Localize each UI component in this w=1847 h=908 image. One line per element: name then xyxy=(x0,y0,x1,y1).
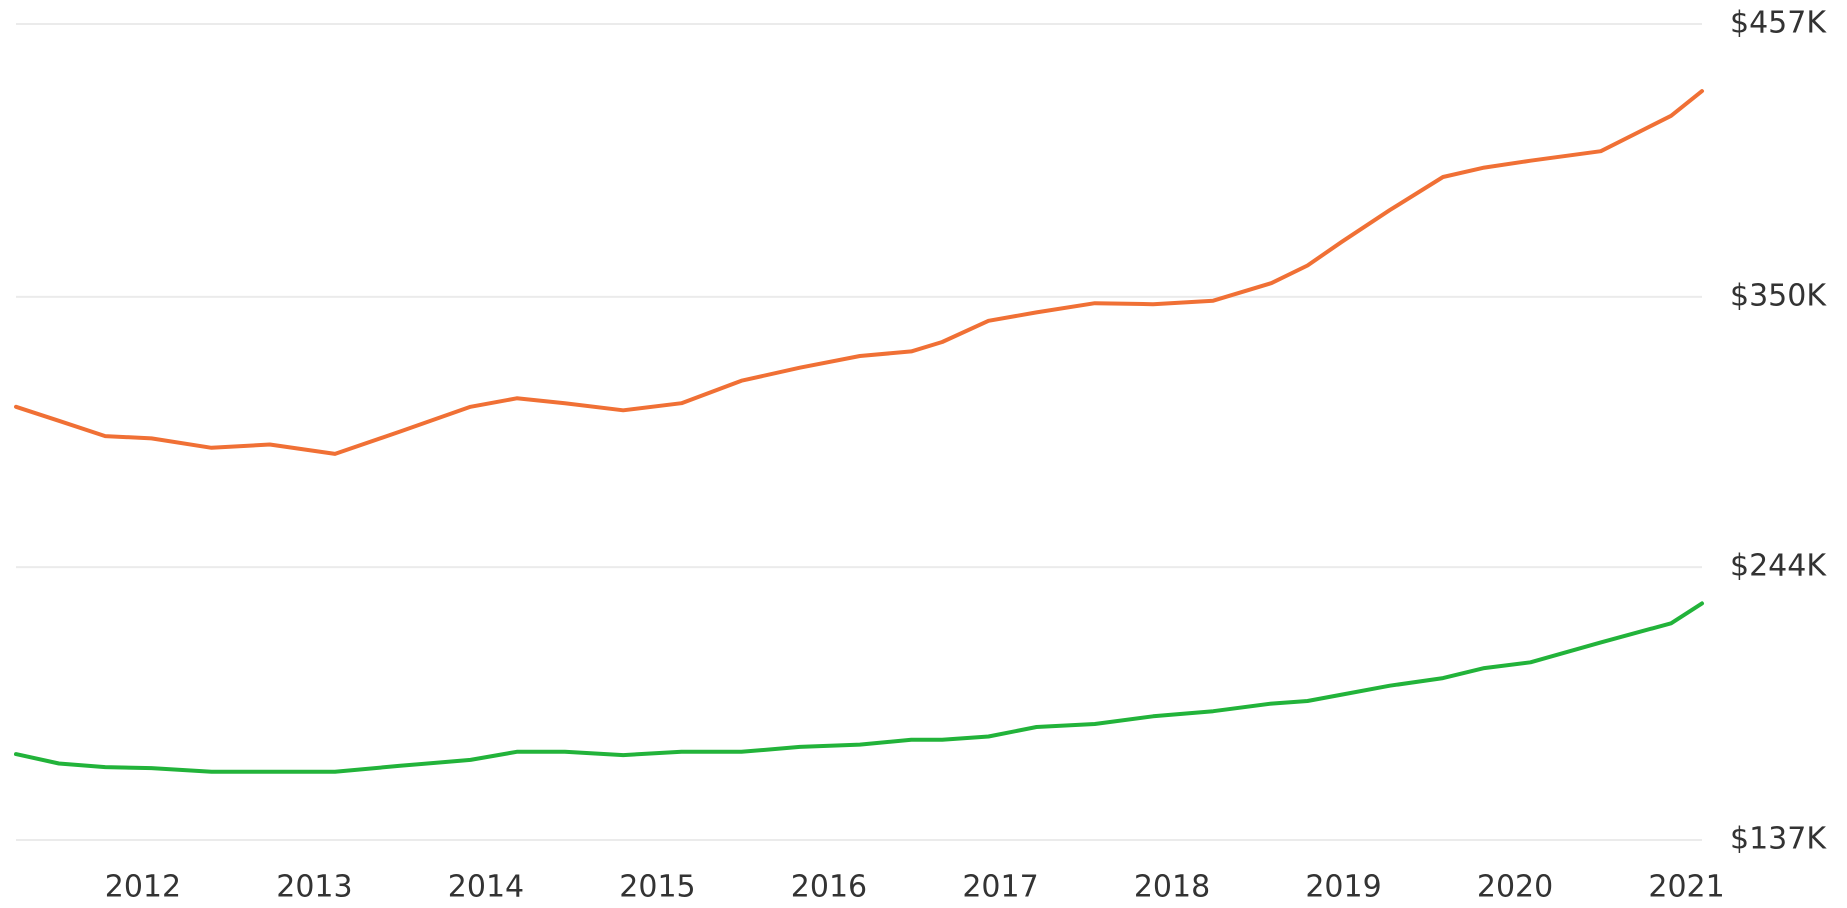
x-tick-label: 2012 xyxy=(105,870,181,905)
y-tick-label: $244K xyxy=(1730,549,1827,584)
x-tick-label: 2020 xyxy=(1477,870,1553,905)
x-tick-label: 2016 xyxy=(791,870,867,905)
x-tick-label: 2019 xyxy=(1305,870,1381,905)
series-line xyxy=(14,601,1704,774)
x-tick-label: 2015 xyxy=(619,870,695,905)
x-tick-label: 2014 xyxy=(448,870,524,905)
x-tick-label: 2018 xyxy=(1134,870,1210,905)
y-tick-label: $350K xyxy=(1730,278,1827,313)
x-tick-label: 2013 xyxy=(276,870,352,905)
series-line xyxy=(14,89,1704,456)
y-tick-label: $137K xyxy=(1730,822,1827,857)
y-tick-label: $457K xyxy=(1730,6,1827,41)
x-tick-label: 2017 xyxy=(962,870,1038,905)
x-tick-label: 2021 xyxy=(1648,870,1724,905)
